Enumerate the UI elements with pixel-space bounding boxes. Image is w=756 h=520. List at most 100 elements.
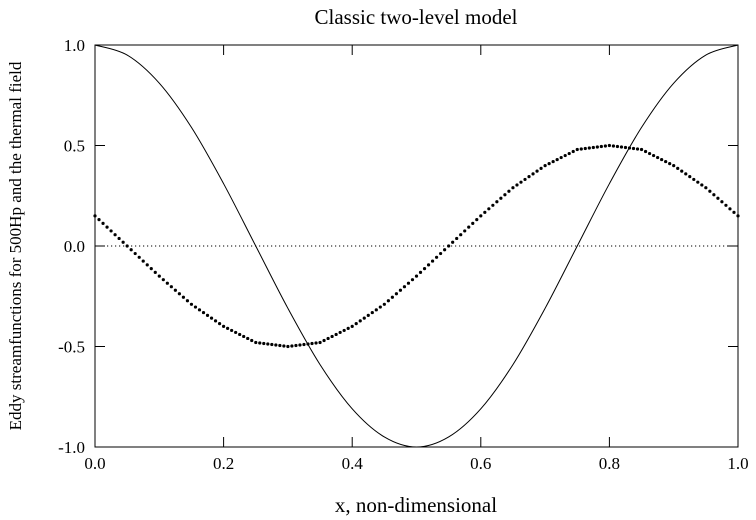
series-2-point — [346, 326, 350, 331]
series-2-point — [101, 221, 105, 225]
series-layer — [93, 44, 740, 448]
series-2-point — [302, 342, 306, 347]
series-2-point — [254, 340, 258, 345]
series-2-point — [479, 214, 483, 218]
series-2-point — [286, 344, 290, 349]
series-2-point — [185, 299, 190, 303]
series-2-point — [579, 147, 583, 151]
series-2-point — [547, 161, 551, 166]
series-2-point — [278, 343, 282, 348]
series-2-point — [209, 316, 214, 320]
series-2-point — [290, 344, 294, 348]
y-axis-label: Eddy streamfunctions for 500Hp and the t… — [6, 61, 25, 430]
series-2-point — [724, 203, 728, 207]
series-2-point — [439, 251, 443, 256]
series-2-point — [149, 267, 153, 271]
chart-title: Classic two-level model — [315, 5, 518, 29]
series-2-point — [495, 200, 499, 204]
series-2-point — [627, 146, 632, 150]
series-2-point — [656, 155, 660, 160]
x-tick-label: 0.6 — [470, 454, 491, 473]
series-2-point — [676, 166, 680, 170]
series-2-point — [234, 330, 238, 335]
series-2-point — [611, 144, 616, 148]
x-tick-label: 0.8 — [599, 454, 620, 473]
series-2-point — [258, 341, 262, 345]
series-2-point — [434, 255, 439, 259]
series-2-point — [527, 175, 531, 179]
x-tick-label: 0.4 — [342, 454, 364, 473]
series-2-point — [370, 310, 374, 315]
series-2-point — [708, 189, 712, 193]
series-2-point — [193, 305, 198, 309]
y-tick-label: 0.0 — [64, 237, 85, 256]
series-2-point — [467, 225, 471, 229]
tick-layer: 0.0 0.2 0.4 0.6 0.8 1.0 -1.0 -0.5 0.0 0.5 1.0 — [58, 36, 749, 473]
series-2-point — [643, 149, 648, 154]
series-2-point — [213, 319, 218, 323]
series-2-point — [230, 328, 234, 333]
series-2-point — [133, 251, 137, 256]
series-2-point — [583, 146, 587, 151]
series-2-point — [410, 278, 415, 282]
series-2-point — [121, 240, 125, 244]
series-2-point — [475, 218, 479, 222]
series-2-point — [326, 336, 330, 341]
series-2-point — [728, 207, 732, 211]
series-2-point — [688, 175, 692, 179]
series-2-point — [117, 236, 121, 241]
series-2-point — [704, 186, 708, 190]
series-2-point — [386, 299, 390, 303]
series-2-point — [531, 172, 535, 176]
series-2-point — [398, 288, 403, 292]
series-2-point — [563, 153, 567, 158]
series-2-point — [262, 341, 266, 346]
series-2-point — [322, 338, 326, 343]
series-2-point — [623, 145, 628, 150]
series-2-point — [559, 155, 563, 160]
series-2-point — [499, 196, 503, 200]
y-tick-label: -1.0 — [58, 438, 85, 457]
series-2-point — [571, 149, 575, 154]
series-2-point — [197, 308, 202, 312]
series-2-point — [93, 214, 97, 218]
series-2-point — [109, 229, 113, 233]
series-2-point — [238, 332, 242, 337]
series-2-point — [318, 340, 322, 345]
series-2-point — [394, 292, 399, 296]
series-2-point — [129, 248, 133, 252]
series-2-point — [338, 330, 342, 335]
series-2-point — [314, 341, 318, 345]
series-2-point — [406, 281, 411, 285]
series-2-point — [696, 180, 700, 184]
series-2-point — [660, 157, 664, 162]
series-2-point — [354, 322, 358, 326]
series-2-point — [105, 225, 109, 229]
series-2-point — [350, 324, 354, 328]
series-2-point — [382, 302, 386, 306]
series-2-point — [266, 342, 270, 346]
series-2-point — [615, 144, 620, 149]
series-2-point — [334, 332, 338, 337]
series-2-point — [720, 200, 724, 204]
series-2-point — [342, 328, 346, 333]
series-2-point — [619, 145, 624, 149]
series-2-point — [165, 281, 169, 285]
series-2-point — [217, 322, 222, 326]
series-2-point — [672, 164, 676, 168]
series-2-point — [177, 292, 181, 296]
series-2-point — [587, 146, 591, 150]
series-2-point — [647, 151, 652, 156]
series-2-point — [390, 295, 394, 299]
series-2-point — [226, 326, 230, 331]
series-2-point — [366, 313, 370, 317]
series-2-point — [668, 161, 672, 166]
x-axis-label: x, non-dimensional — [335, 493, 497, 517]
series-2-point — [555, 157, 559, 162]
series-2-point — [447, 244, 451, 248]
series-2-point — [599, 144, 603, 149]
series-2-point — [422, 267, 427, 271]
series-2-point — [451, 240, 455, 244]
series-2-point — [189, 302, 194, 306]
series-2-point — [294, 343, 298, 348]
